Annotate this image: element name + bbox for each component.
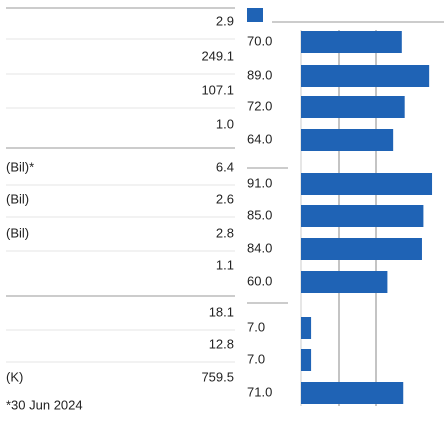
row-value: 6.4: [216, 159, 234, 174]
legend-swatch: [247, 8, 263, 22]
rank-bar: [301, 96, 405, 118]
rank-label: 72.0: [247, 98, 272, 113]
rank-bar: [301, 382, 404, 404]
rank-bar: [301, 317, 312, 339]
row-value: 12.8: [209, 336, 234, 351]
rank-label: 85.0: [247, 207, 272, 222]
row-value: 2.6: [216, 191, 234, 206]
row-value: 2.9: [216, 13, 234, 28]
row-label: (Bil)*: [6, 159, 34, 174]
rank-bar: [301, 65, 430, 87]
rank-label: 7.0: [247, 319, 265, 334]
rank-label: 60.0: [247, 273, 272, 288]
row-value: 759.5: [201, 369, 234, 384]
rank-label: 91.0: [247, 175, 272, 190]
row-label: (Bil): [6, 225, 29, 240]
row-label: (Bil): [6, 191, 29, 206]
rank-bar: [301, 173, 433, 195]
rank-label: 7.0: [247, 351, 265, 366]
rank-bar: [301, 271, 388, 293]
row-value: 1.0: [216, 116, 234, 131]
rank-bar: [301, 129, 394, 151]
rank-label: 71.0: [247, 384, 272, 399]
rank-bar: [301, 349, 312, 371]
rank-label: 89.0: [247, 67, 272, 82]
row-value: 18.1: [209, 304, 234, 319]
row-label: (K): [6, 369, 23, 384]
rank-label: 64.0: [247, 131, 272, 146]
rank-bar: [301, 238, 422, 260]
footnote: *30 Jun 2024: [6, 397, 83, 412]
row-value: 2.8: [216, 225, 234, 240]
row-value: 107.1: [201, 82, 234, 97]
rank-label: 70.0: [247, 33, 272, 48]
row-value: 249.1: [201, 48, 234, 63]
rank-label: 84.0: [247, 240, 272, 255]
rank-bar: [301, 205, 424, 227]
row-value: 1.1: [216, 257, 234, 272]
rank-bar: [301, 31, 402, 53]
